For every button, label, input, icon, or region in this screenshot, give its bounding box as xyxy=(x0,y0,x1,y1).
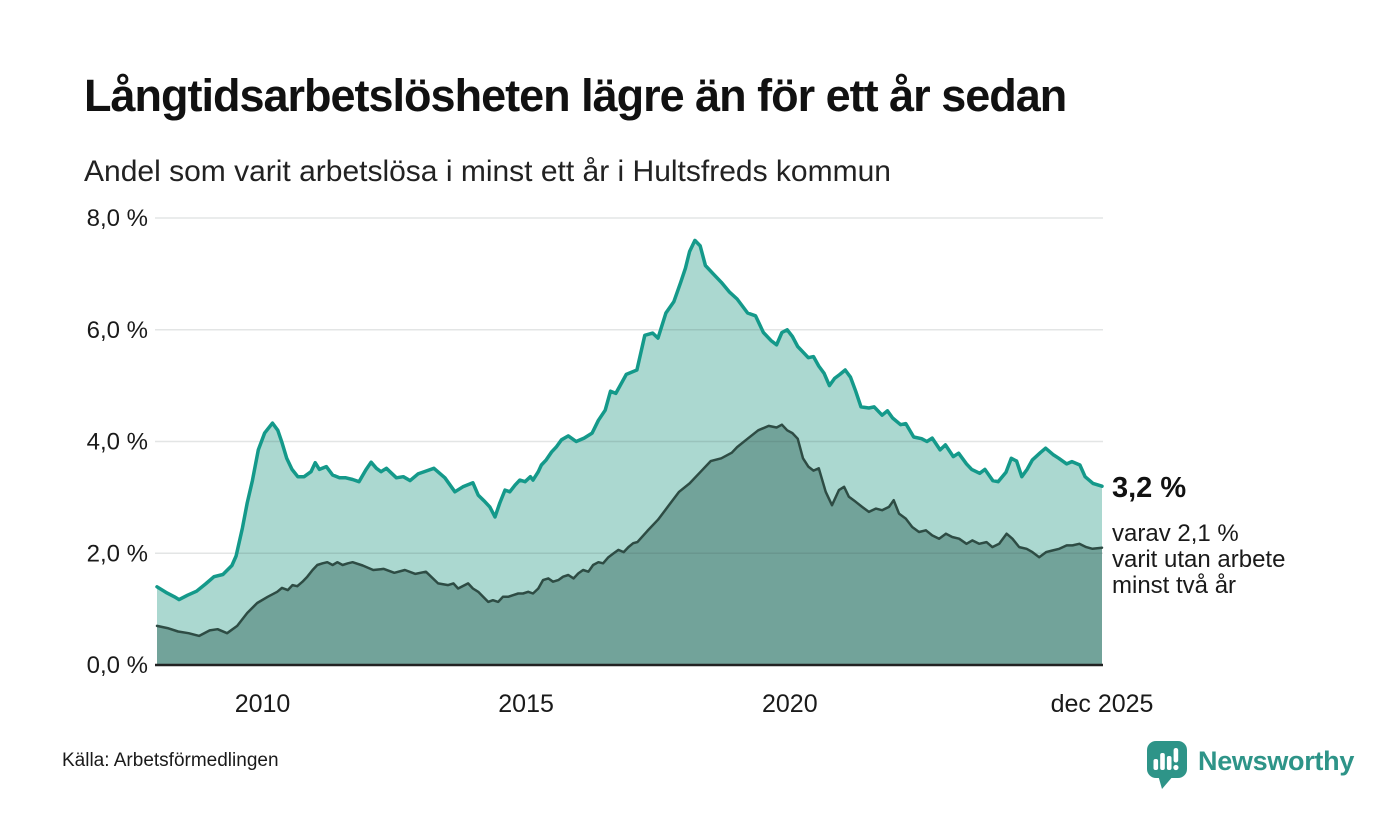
chart-subtitle: Andel som varit arbetslösa i minst ett å… xyxy=(84,155,891,188)
series-line xyxy=(155,238,1104,602)
newsworthy-logo-icon xyxy=(1147,741,1187,789)
annotation-note-line-3: minst två år xyxy=(1112,572,1237,599)
area-fill xyxy=(157,424,1102,665)
x-tick-label: 2010 xyxy=(235,690,291,718)
source-credit: Källa: Arbetsförmedlingen xyxy=(62,750,279,771)
latest-total-value: 3,2 % xyxy=(1112,472,1187,504)
page-title: Långtidsarbetslösheten lägre än för ett … xyxy=(84,70,1067,121)
annotation-note-line-1: varav 2,1 % xyxy=(1112,520,1239,547)
y-tick-label: 0,0 % xyxy=(87,652,148,679)
y-tick-label: 8,0 % xyxy=(87,205,148,232)
x-tick-label: 2015 xyxy=(498,690,554,718)
newsworthy-brand: Newsworthy xyxy=(1146,740,1354,790)
latest-value-annotation: 3,2 % varav 2,1 % varit utan arbete mins… xyxy=(1112,472,1382,599)
x-tick-label: dec 2025 xyxy=(1051,690,1154,718)
series-line xyxy=(155,423,1104,638)
y-tick-label: 4,0 % xyxy=(87,429,148,456)
annotation-note-line-2: varit utan arbete xyxy=(1112,546,1286,573)
y-tick-label: 6,0 % xyxy=(87,317,148,344)
newsworthy-logo-text: Newsworthy xyxy=(1198,746,1355,776)
x-tick-label: 2020 xyxy=(762,690,818,718)
y-tick-label: 2,0 % xyxy=(87,540,148,567)
